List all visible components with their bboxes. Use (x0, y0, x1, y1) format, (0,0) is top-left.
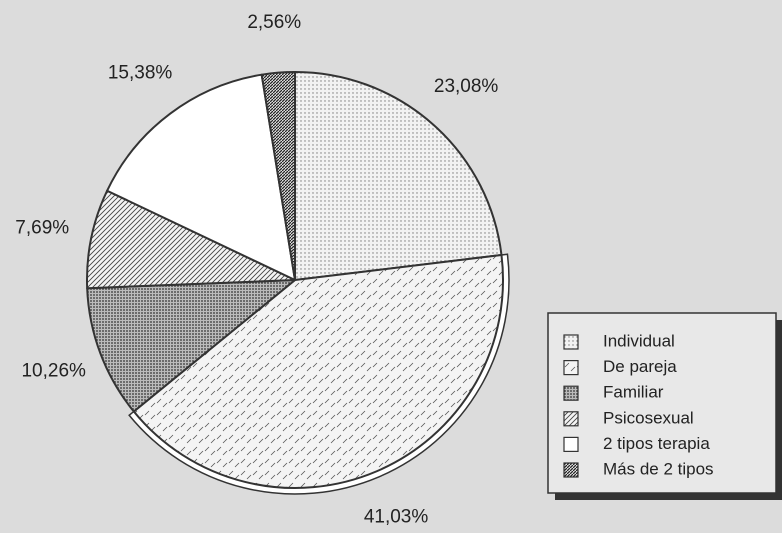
slice-label: 10,26% (21, 360, 86, 381)
legend-swatch (563, 411, 579, 427)
slice-label: 41,03% (364, 506, 429, 527)
legend-label: De pareja (603, 357, 677, 376)
slice (106, 73, 296, 281)
legend-label: Individual (603, 331, 675, 350)
slice-label: 23,08% (434, 76, 499, 97)
legend-label: 2 tipos terapia (603, 434, 710, 453)
legend-swatch (563, 385, 579, 401)
legend-label: Familiar (603, 383, 664, 402)
slice (86, 279, 296, 413)
slice (294, 71, 503, 281)
slice-labels: 23,08% 41,03% 10,26% 7,69% 15,38% 2,56% (15, 12, 498, 528)
slice-label: 7,69% (15, 217, 69, 238)
legend: Individual De pareja Familiar Psicosexual 2 … (547, 312, 782, 500)
legend-label: Psicosexual (603, 408, 694, 427)
pie (86, 71, 510, 495)
slice (132, 253, 504, 489)
slice (260, 71, 296, 281)
slice-label: 15,38% (108, 63, 173, 84)
legend-box (547, 312, 777, 494)
legend-swatch (563, 462, 579, 478)
legend-label: Más de 2 tipos (603, 459, 714, 478)
slice-label: 2,56% (247, 12, 301, 33)
slice (86, 189, 296, 290)
legend-swatch (563, 436, 579, 452)
legend-swatch (563, 360, 579, 376)
legend-swatch (563, 334, 579, 350)
